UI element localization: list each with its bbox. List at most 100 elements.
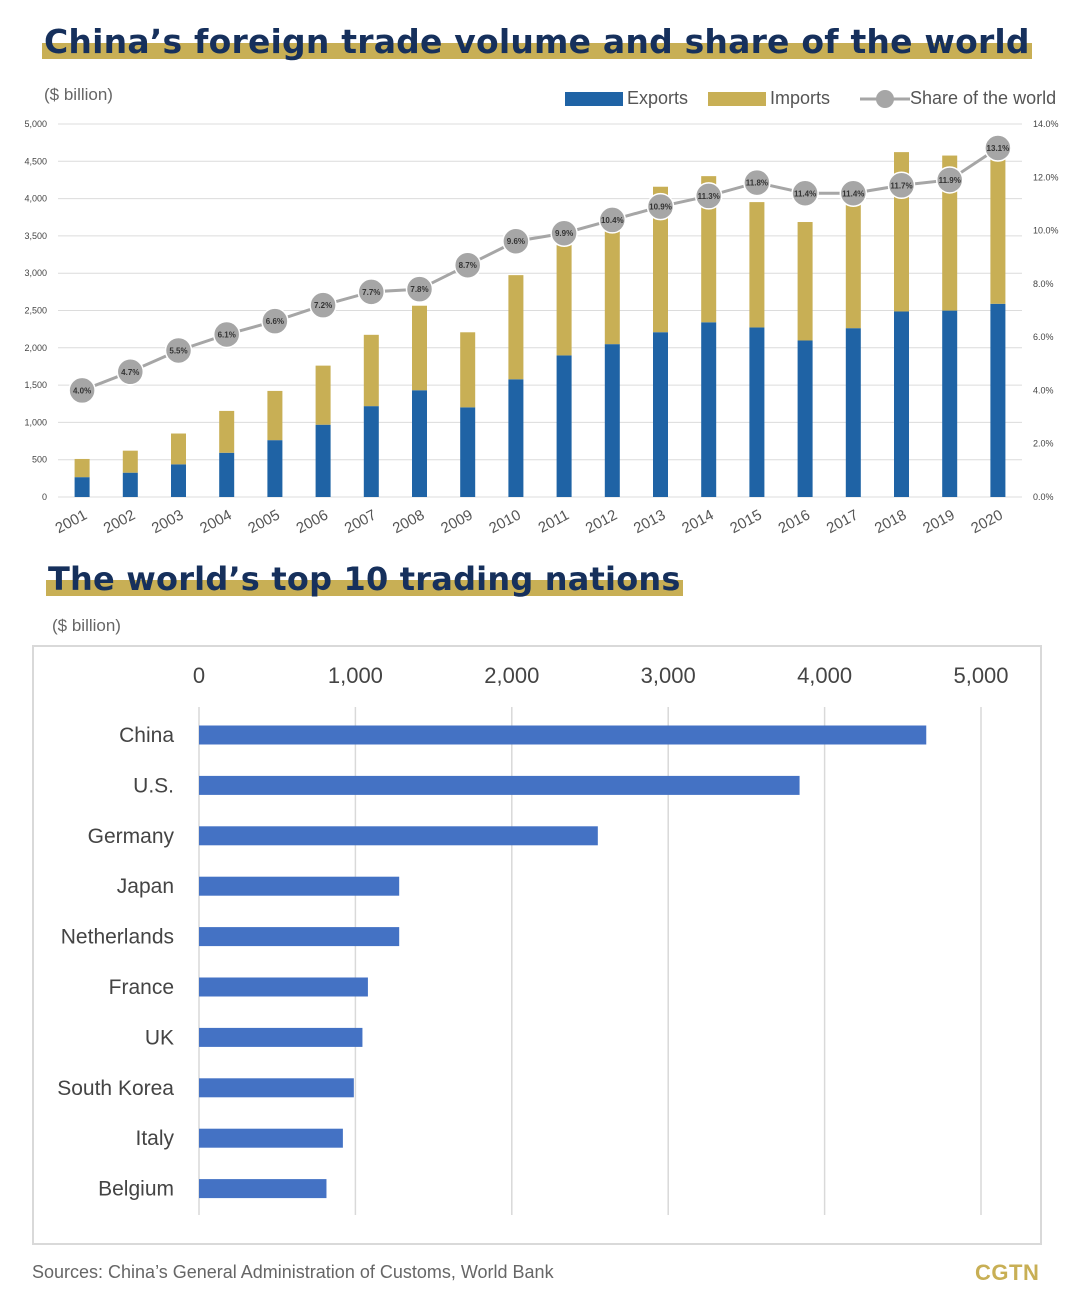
- y-tick-label: 2,000: [24, 343, 47, 353]
- share-point: [646, 192, 675, 221]
- bar-exports: [363, 406, 379, 497]
- legend-share: Share of the world: [860, 88, 1056, 109]
- x-tick-label: 2019: [920, 507, 957, 538]
- bar-exports: [74, 477, 90, 497]
- y-tick-label: 2,500: [24, 306, 47, 316]
- category-label: Netherlands: [61, 926, 174, 949]
- share-data-label: 5.5%: [169, 346, 187, 355]
- chart1-unit-label: ($ billion): [44, 85, 113, 104]
- y-tick-label: 3,000: [24, 268, 47, 278]
- bar: [199, 1078, 354, 1098]
- x-tick-label: 2016: [776, 507, 813, 538]
- category-label: UK: [145, 1026, 174, 1049]
- share-data-label: 13.1%: [987, 144, 1010, 153]
- chart2-panel: [32, 645, 1042, 1245]
- share-data-label: 9.6%: [507, 237, 525, 246]
- bar: [199, 1128, 343, 1148]
- share-point: [68, 376, 96, 405]
- legend-imports-label: Imports: [770, 88, 831, 108]
- x-tick-label: 2001: [53, 507, 90, 538]
- share-data-label: 10.4%: [601, 216, 624, 225]
- y2-tick-label: 10.0%: [1033, 226, 1059, 236]
- share-data-label: 10.9%: [649, 203, 672, 212]
- bar-imports: [412, 305, 427, 391]
- bar-imports: [74, 458, 90, 478]
- share-point: [261, 307, 289, 335]
- y-tick-label: 4,500: [24, 156, 47, 166]
- share-point: [694, 182, 723, 210]
- x-tick-label: 2005: [245, 507, 282, 538]
- bar-imports: [797, 222, 813, 341]
- share-point: [984, 134, 1012, 162]
- category-label: Belgium: [98, 1178, 174, 1201]
- y-tick-label: 500: [32, 455, 47, 465]
- x-tick-label: 2013: [631, 507, 668, 538]
- x-tick-label: 2003: [149, 507, 186, 538]
- legend-imports-swatch: [708, 91, 766, 106]
- bar-exports: [315, 424, 331, 497]
- share-point: [309, 291, 337, 319]
- bar-imports: [460, 332, 476, 408]
- bar-imports: [845, 190, 861, 329]
- share-point: [791, 179, 819, 208]
- bar-exports: [460, 407, 476, 497]
- x-tick-label: 2014: [679, 507, 716, 538]
- share-data-label: 7.7%: [362, 288, 380, 297]
- legend-exports-swatch: [565, 91, 623, 106]
- bar-imports: [219, 410, 235, 453]
- share-data-label: 6.6%: [266, 317, 284, 326]
- x-tick-label: 2010: [486, 507, 523, 538]
- bar-imports: [122, 450, 138, 473]
- x-tick-label: 3,000: [641, 663, 696, 688]
- bar-exports: [942, 310, 958, 497]
- x-tick-label: 0: [193, 663, 205, 688]
- y-tick-label: 5,000: [24, 119, 47, 129]
- y2-tick-label: 4.0%: [1033, 385, 1054, 395]
- share-data-label: 11.3%: [698, 192, 720, 201]
- bar-imports: [556, 225, 572, 356]
- y2-tick-label: 2.0%: [1033, 439, 1054, 449]
- share-point: [405, 275, 434, 303]
- x-tick-label: 2011: [536, 507, 572, 537]
- bar-imports: [363, 334, 379, 407]
- x-tick-label: 2017: [824, 507, 861, 538]
- bar: [199, 1179, 327, 1199]
- share-point: [839, 179, 868, 208]
- x-tick-label: 2,000: [484, 663, 539, 688]
- share-data-label: 7.2%: [314, 301, 332, 310]
- x-tick-label: 2015: [727, 507, 764, 538]
- share-point: [357, 278, 386, 306]
- category-label: Italy: [135, 1127, 174, 1150]
- bar-exports: [797, 340, 813, 497]
- chart1-title: China’s foreign trade volume and share o…: [42, 22, 1032, 61]
- cgtn-logo: CGTN: [975, 1260, 1040, 1285]
- share-data-label: 11.9%: [939, 176, 961, 185]
- share-point: [550, 219, 578, 247]
- share-data-label: 11.7%: [890, 181, 912, 190]
- bar-imports: [508, 275, 524, 380]
- share-point: [502, 227, 530, 255]
- bar-imports: [701, 176, 717, 323]
- bar-exports: [219, 452, 235, 497]
- y2-tick-label: 6.0%: [1033, 332, 1054, 342]
- bar-exports: [171, 464, 186, 497]
- category-label: China: [119, 724, 174, 747]
- y-tick-label: 0: [42, 492, 47, 502]
- bar: [199, 876, 400, 896]
- share-data-label: 4.7%: [121, 368, 139, 377]
- x-tick-label: 2020: [968, 507, 1005, 538]
- chart1-title-text: China’s foreign trade volume and share o…: [42, 22, 1032, 61]
- y-tick-label: 4,000: [24, 194, 47, 204]
- bar-exports: [508, 379, 524, 497]
- bar-exports: [653, 332, 668, 497]
- bar-exports: [604, 344, 620, 497]
- x-tick-label: 2018: [872, 507, 909, 538]
- bar-exports: [267, 440, 283, 497]
- share-point: [598, 206, 627, 234]
- x-tick-label: 5,000: [953, 663, 1008, 688]
- share-point: [116, 358, 145, 386]
- y2-tick-label: 0.0%: [1033, 492, 1054, 502]
- x-tick-label: 2002: [101, 507, 138, 538]
- top-trading-nations-chart: 0 1,000 2,000 3,000 4,000 5,000 China U.S. Germa…: [57, 663, 1009, 1215]
- share-point: [887, 171, 916, 200]
